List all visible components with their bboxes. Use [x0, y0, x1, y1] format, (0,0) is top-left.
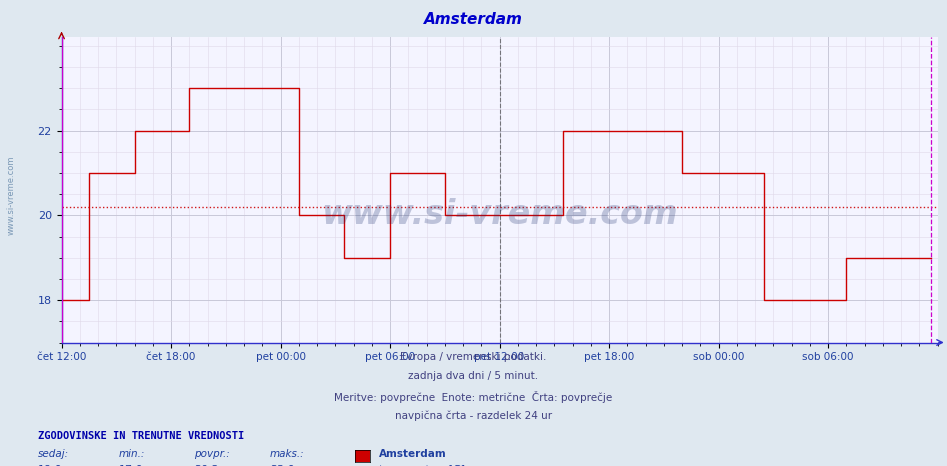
Text: zadnja dva dni / 5 minut.: zadnja dva dni / 5 minut.: [408, 371, 539, 381]
Text: Meritve: povprečne  Enote: metrične  Črta: povprečje: Meritve: povprečne Enote: metrične Črta:…: [334, 391, 613, 403]
Text: www.si-vreme.com: www.si-vreme.com: [7, 156, 16, 235]
Text: sedaj:: sedaj:: [38, 449, 69, 459]
Text: navpična črta - razdelek 24 ur: navpična črta - razdelek 24 ur: [395, 411, 552, 421]
Text: temperatura[C]: temperatura[C]: [379, 465, 466, 466]
Text: ZGODOVINSKE IN TRENUTNE VREDNOSTI: ZGODOVINSKE IN TRENUTNE VREDNOSTI: [38, 431, 244, 441]
Text: 17,0: 17,0: [118, 465, 143, 466]
Text: Amsterdam: Amsterdam: [424, 12, 523, 27]
Text: 23,0: 23,0: [270, 465, 295, 466]
Text: maks.:: maks.:: [270, 449, 305, 459]
Text: www.si-vreme.com: www.si-vreme.com: [321, 198, 678, 231]
Text: povpr.:: povpr.:: [194, 449, 230, 459]
Text: Evropa / vremenski podatki.: Evropa / vremenski podatki.: [401, 352, 546, 362]
Text: 20,2: 20,2: [194, 465, 219, 466]
Text: min.:: min.:: [118, 449, 145, 459]
Text: 19,0: 19,0: [38, 465, 63, 466]
Text: Amsterdam: Amsterdam: [379, 449, 447, 459]
